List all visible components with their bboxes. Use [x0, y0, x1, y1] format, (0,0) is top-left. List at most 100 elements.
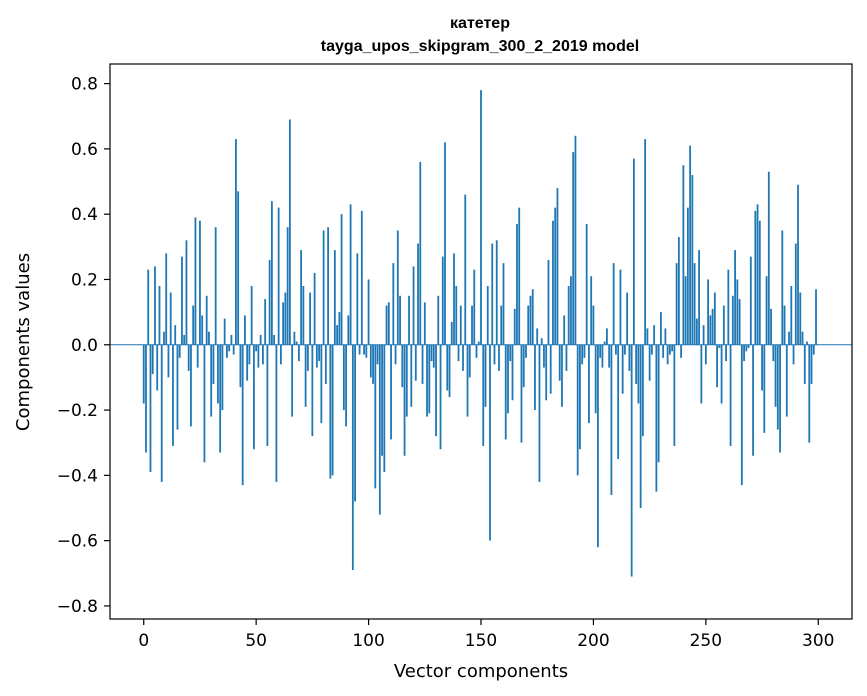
bar-52	[259, 334, 262, 345]
bar-149	[477, 341, 480, 345]
bar-9	[163, 331, 165, 345]
bar-228	[655, 344, 658, 492]
bar-187	[563, 315, 566, 345]
bar-39	[230, 334, 233, 345]
bar-226	[650, 344, 653, 355]
bar-17	[181, 256, 183, 345]
bar-237	[675, 263, 678, 345]
bar-277	[765, 276, 768, 345]
bar-47	[248, 344, 251, 365]
bar-279	[770, 308, 772, 345]
bar-284	[781, 230, 784, 345]
bar-216	[628, 344, 631, 371]
bar-41	[235, 139, 237, 345]
bar-260	[727, 269, 730, 345]
bar-104	[376, 344, 379, 365]
bar-273	[756, 204, 759, 345]
bar-258	[722, 305, 725, 345]
bar-296	[808, 344, 811, 443]
x-axis-ticks: 0 50 100 150 200 250 300	[138, 619, 834, 651]
bar-211	[617, 344, 620, 460]
bar-13	[172, 344, 174, 446]
bar-203	[599, 344, 602, 358]
bar-154	[489, 344, 491, 541]
bar-221	[639, 344, 642, 508]
y-tick-label: 0.0	[71, 336, 98, 356]
bar-67	[293, 331, 296, 345]
bar-251	[707, 279, 709, 345]
y-tick-label: 0.2	[71, 270, 98, 290]
bar-190	[570, 276, 572, 345]
bar-238	[677, 237, 680, 345]
bar-125	[423, 302, 426, 345]
bar-281	[774, 344, 777, 407]
bar-134	[444, 142, 446, 345]
bar-229	[657, 344, 660, 463]
bar-267	[743, 344, 745, 362]
bar-130	[435, 344, 437, 437]
y-tick-label: −0.4	[57, 466, 98, 486]
bar-81	[324, 344, 327, 384]
bar-282	[776, 344, 779, 430]
bar-14	[174, 325, 177, 345]
bar-123	[419, 161, 422, 345]
bar-269	[747, 344, 750, 349]
bar-224	[646, 328, 649, 345]
bar-63	[284, 292, 287, 345]
bar-65	[288, 119, 291, 345]
bar-207	[608, 344, 611, 368]
bar-272	[754, 210, 757, 345]
bar-80	[322, 230, 325, 345]
bar-99	[365, 344, 368, 358]
bar-54	[264, 299, 267, 345]
bar-245	[693, 263, 696, 345]
bar-69	[297, 344, 300, 362]
bar-215	[626, 292, 629, 345]
bar-106	[381, 344, 383, 456]
bar-146	[471, 305, 473, 345]
bar-126	[426, 344, 428, 417]
bar-1	[145, 344, 147, 453]
bar-58	[273, 334, 276, 345]
bar-208	[610, 344, 613, 495]
bar-137	[450, 321, 453, 345]
bar-247	[698, 250, 700, 345]
bar-124	[421, 344, 424, 384]
bar-289	[792, 344, 795, 365]
bar-248	[700, 344, 703, 404]
bar-43	[239, 344, 242, 388]
bar-49	[253, 344, 255, 450]
bar-204	[601, 344, 604, 368]
bar-249	[702, 325, 705, 345]
bar-132	[439, 344, 442, 450]
bar-270	[749, 256, 752, 345]
bar-87	[338, 312, 341, 345]
bar-213	[621, 344, 624, 394]
bar-94	[354, 344, 356, 502]
bar-189	[567, 286, 570, 345]
bar-122	[417, 243, 419, 345]
bar-96	[358, 344, 361, 355]
bar-61	[279, 344, 282, 365]
bar-162	[507, 344, 509, 414]
bar-31	[212, 344, 215, 384]
bar-46	[246, 344, 249, 381]
bar-295	[806, 341, 808, 345]
bar-195	[581, 344, 584, 365]
bar-205	[603, 341, 606, 345]
bar-141	[459, 305, 462, 345]
bar-127	[428, 344, 431, 414]
bar-55	[266, 344, 269, 446]
bar-6	[156, 344, 159, 391]
bar-118	[408, 295, 410, 345]
bar-164	[511, 344, 514, 401]
bar-261	[729, 344, 732, 446]
bar-78	[318, 344, 321, 362]
bar-121	[414, 344, 417, 381]
bar-84	[331, 344, 334, 476]
bar-70	[300, 250, 303, 345]
bar-119	[410, 344, 413, 407]
bar-158	[498, 344, 500, 371]
bar-28	[205, 295, 208, 345]
bar-59	[275, 344, 278, 482]
